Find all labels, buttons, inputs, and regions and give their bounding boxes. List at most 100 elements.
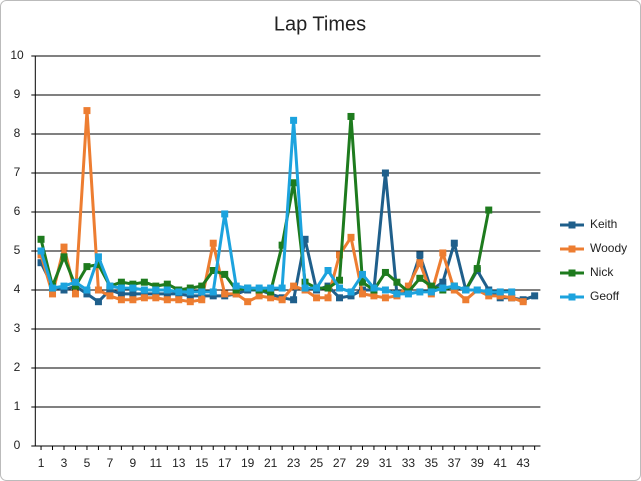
data-point [404, 290, 412, 298]
data-point [106, 282, 114, 290]
data-point [83, 290, 91, 298]
x-tick-label: 17 [218, 456, 232, 470]
data-point [255, 284, 263, 292]
data-point [370, 284, 378, 292]
data-point [439, 249, 447, 257]
data-point [152, 282, 160, 290]
data-point [496, 288, 504, 296]
data-point [336, 294, 344, 302]
data-point [117, 284, 125, 292]
data-point [267, 294, 275, 302]
data-point [244, 284, 252, 292]
data-point [290, 296, 298, 304]
x-tick-label: 33 [402, 456, 416, 470]
data-point [117, 296, 125, 304]
data-point [71, 282, 79, 290]
data-point [49, 284, 57, 292]
y-tick-label: 4 [14, 282, 21, 296]
y-tick-label: 8 [14, 126, 21, 140]
data-point [462, 286, 470, 294]
data-point [152, 294, 160, 302]
data-point [209, 292, 217, 300]
data-point [301, 235, 309, 243]
data-point [404, 282, 412, 290]
data-point [473, 265, 481, 273]
x-tick-label: 19 [241, 456, 255, 470]
x-tick-label: 13 [172, 456, 186, 470]
data-point [175, 296, 183, 304]
data-point [186, 284, 194, 292]
x-tick-label: 29 [356, 456, 370, 470]
data-point [186, 298, 194, 306]
y-tick-label: 3 [14, 321, 21, 335]
y-tick-label: 7 [14, 165, 21, 179]
data-point [106, 286, 114, 294]
data-point [324, 294, 332, 302]
data-point [198, 288, 206, 296]
data-point [117, 278, 125, 286]
data-point [358, 290, 366, 298]
data-point [336, 284, 344, 292]
y-tick-label: 6 [14, 204, 21, 218]
data-point [313, 284, 321, 292]
data-point [140, 286, 148, 294]
data-point [186, 292, 194, 300]
data-point [439, 284, 447, 292]
x-tick-label: 7 [107, 456, 114, 470]
data-point [83, 263, 91, 271]
data-point [163, 290, 171, 298]
data-point [60, 243, 68, 251]
data-point [301, 284, 309, 292]
data-point [336, 276, 344, 284]
x-tick-label: 3 [61, 456, 68, 470]
data-point [278, 241, 286, 249]
x-tick-label: 37 [448, 456, 462, 470]
y-tick-label: 0 [14, 438, 21, 452]
x-tick-label: 1 [38, 456, 45, 470]
data-point [439, 278, 447, 286]
x-tick-label: 15 [195, 456, 209, 470]
x-tick-label: 31 [379, 456, 393, 470]
data-point [198, 282, 206, 290]
data-point [152, 286, 160, 294]
x-tick-label: 21 [264, 456, 278, 470]
y-tick-label: 1 [14, 399, 21, 413]
data-point [427, 288, 435, 296]
data-point [508, 294, 516, 302]
data-point [347, 233, 355, 241]
data-point [347, 288, 355, 296]
data-point [221, 210, 229, 218]
data-point [83, 286, 91, 294]
data-point [198, 296, 206, 304]
data-point [209, 239, 217, 247]
data-point [358, 270, 366, 278]
data-point [71, 278, 79, 286]
data-point [140, 294, 148, 302]
data-point [129, 280, 137, 288]
data-point [186, 288, 194, 296]
data-point [232, 286, 240, 294]
data-point [94, 298, 102, 306]
x-tick-label: 9 [130, 456, 137, 470]
legend-marker [568, 221, 576, 229]
legend-label: Keith [590, 217, 617, 231]
data-point [416, 251, 424, 259]
data-point [290, 282, 298, 290]
data-point [163, 296, 171, 304]
data-point [278, 284, 286, 292]
x-tick-label: 41 [494, 456, 508, 470]
data-point [209, 267, 217, 274]
legend-marker [568, 269, 576, 277]
data-point [473, 286, 481, 294]
data-point [381, 169, 389, 177]
data-point [94, 286, 102, 294]
data-point [232, 282, 240, 290]
data-point [336, 251, 344, 259]
data-point [60, 286, 68, 294]
data-point [163, 280, 171, 288]
data-point [106, 292, 114, 300]
data-point [450, 282, 458, 290]
data-point [381, 268, 389, 276]
data-point [37, 259, 45, 267]
